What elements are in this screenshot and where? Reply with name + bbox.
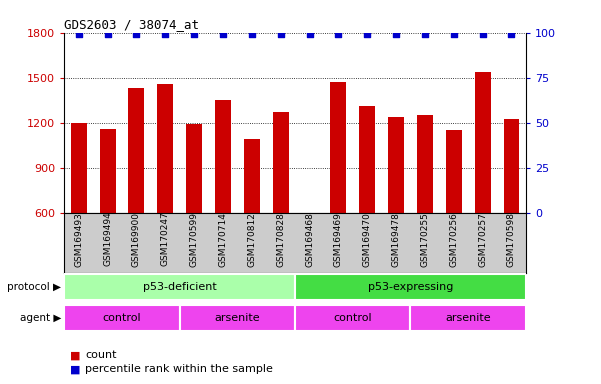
Point <box>334 31 343 38</box>
Bar <box>186 124 202 213</box>
Text: control: control <box>103 313 141 323</box>
Bar <box>64 305 180 331</box>
Text: agent ▶: agent ▶ <box>20 313 61 323</box>
Bar <box>446 130 462 213</box>
Point <box>362 31 372 38</box>
Text: control: control <box>334 313 372 323</box>
Point <box>276 31 285 38</box>
Bar <box>295 305 410 331</box>
Bar <box>504 119 519 213</box>
Point <box>103 31 112 38</box>
Bar <box>417 114 433 213</box>
Bar <box>410 305 526 331</box>
Text: percentile rank within the sample: percentile rank within the sample <box>85 364 273 374</box>
Point <box>420 31 430 38</box>
Point <box>132 31 141 38</box>
Bar <box>359 106 375 213</box>
Point <box>74 31 84 38</box>
Bar <box>244 139 260 213</box>
Point <box>449 31 459 38</box>
Text: protocol ▶: protocol ▶ <box>7 282 61 292</box>
Bar <box>273 113 288 213</box>
Bar <box>295 274 526 300</box>
Point <box>478 31 487 38</box>
Bar <box>331 81 346 213</box>
Bar <box>129 88 144 213</box>
Text: ■: ■ <box>70 364 81 374</box>
Bar <box>388 117 404 213</box>
Bar <box>64 274 295 300</box>
Text: count: count <box>85 350 117 360</box>
Point <box>507 31 516 38</box>
Text: ■: ■ <box>70 350 81 360</box>
Bar <box>215 100 231 213</box>
Point <box>391 31 401 38</box>
Text: arsenite: arsenite <box>445 313 491 323</box>
Bar <box>157 84 173 213</box>
Point <box>189 31 199 38</box>
Point <box>218 31 228 38</box>
Bar <box>475 72 490 213</box>
Point <box>305 31 314 38</box>
Text: p53-deficient: p53-deficient <box>143 282 216 292</box>
Text: arsenite: arsenite <box>215 313 260 323</box>
Text: GDS2603 / 38074_at: GDS2603 / 38074_at <box>64 18 200 31</box>
Bar <box>180 305 295 331</box>
Point <box>247 31 257 38</box>
Point <box>160 31 170 38</box>
Bar <box>71 123 87 213</box>
Bar <box>100 129 115 213</box>
Text: p53-expressing: p53-expressing <box>368 282 453 292</box>
